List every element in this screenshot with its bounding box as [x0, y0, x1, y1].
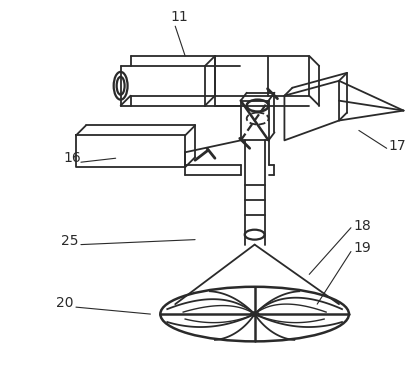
Text: 17: 17	[389, 139, 406, 153]
Text: 16: 16	[63, 151, 81, 165]
Text: 18: 18	[354, 219, 372, 233]
Text: 20: 20	[56, 296, 74, 310]
Text: 19: 19	[354, 241, 372, 255]
Text: 11: 11	[170, 10, 188, 24]
Text: 25: 25	[61, 233, 78, 247]
